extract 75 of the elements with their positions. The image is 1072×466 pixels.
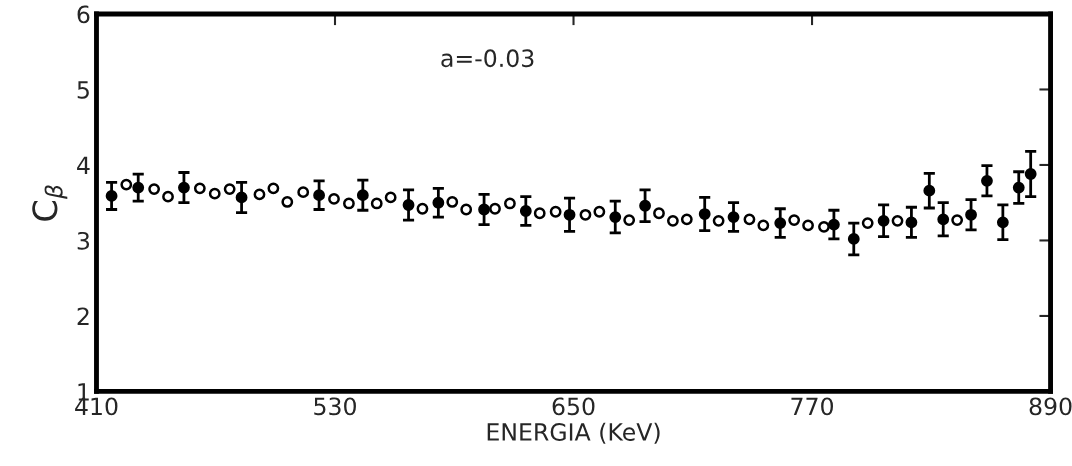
point bbox=[698, 208, 711, 220]
point bbox=[370, 197, 383, 210]
point bbox=[996, 216, 1009, 229]
point bbox=[384, 191, 397, 204]
point bbox=[148, 183, 161, 196]
y-tick-label: 4 bbox=[77, 156, 90, 174]
point bbox=[788, 214, 801, 226]
point bbox=[965, 208, 977, 221]
x-axis-title: ENERGIA (KeV) bbox=[487, 422, 660, 444]
point bbox=[666, 214, 679, 227]
point bbox=[460, 203, 473, 216]
point bbox=[105, 190, 118, 202]
point bbox=[1024, 168, 1037, 180]
point bbox=[951, 214, 964, 226]
point bbox=[828, 218, 840, 231]
y-tick-label: 2 bbox=[77, 307, 89, 325]
point bbox=[313, 189, 326, 202]
point bbox=[402, 199, 415, 211]
point bbox=[579, 208, 592, 221]
point bbox=[297, 186, 310, 199]
point bbox=[533, 207, 546, 220]
y-tick-label: 5 bbox=[77, 81, 89, 99]
point bbox=[802, 219, 814, 232]
point bbox=[432, 196, 445, 209]
point bbox=[178, 181, 190, 194]
point bbox=[267, 182, 280, 195]
point bbox=[478, 203, 490, 216]
point bbox=[132, 181, 145, 194]
point bbox=[609, 211, 622, 223]
point bbox=[356, 189, 369, 202]
point bbox=[120, 178, 133, 191]
point bbox=[563, 208, 576, 221]
point bbox=[877, 214, 890, 227]
point bbox=[623, 214, 636, 226]
point bbox=[818, 220, 830, 233]
point bbox=[743, 213, 756, 226]
point bbox=[504, 197, 516, 210]
x-tick-label: 650 bbox=[552, 397, 595, 416]
point bbox=[923, 184, 936, 197]
point bbox=[680, 213, 693, 226]
point bbox=[774, 217, 787, 229]
point bbox=[937, 213, 950, 226]
point bbox=[639, 199, 651, 212]
point bbox=[847, 233, 860, 245]
point bbox=[727, 211, 740, 223]
point bbox=[489, 202, 501, 215]
point bbox=[653, 207, 665, 220]
point bbox=[519, 205, 532, 217]
point bbox=[208, 187, 221, 200]
x-tick-label: 530 bbox=[314, 397, 356, 416]
point bbox=[446, 196, 459, 208]
y-tick-label: 3 bbox=[77, 231, 90, 250]
point bbox=[281, 196, 294, 208]
y-tick-label: 6 bbox=[77, 5, 90, 24]
point bbox=[416, 202, 429, 215]
point bbox=[193, 182, 206, 195]
point bbox=[223, 183, 236, 196]
point bbox=[593, 205, 606, 218]
point bbox=[861, 217, 874, 229]
point bbox=[757, 219, 770, 232]
point bbox=[891, 214, 904, 227]
point bbox=[235, 191, 248, 204]
point bbox=[328, 193, 340, 205]
annotation: a=-0.03 bbox=[441, 49, 534, 68]
point bbox=[1012, 181, 1025, 194]
y-axis-title: C$_{β}$ bbox=[32, 185, 68, 221]
point bbox=[253, 188, 266, 201]
point bbox=[549, 205, 562, 218]
point bbox=[712, 214, 725, 227]
x-tick-label: 890 bbox=[1029, 397, 1072, 416]
point bbox=[905, 216, 918, 229]
x-tick-label: 770 bbox=[791, 397, 833, 416]
point bbox=[981, 174, 993, 187]
point bbox=[343, 197, 355, 210]
point bbox=[162, 190, 174, 203]
